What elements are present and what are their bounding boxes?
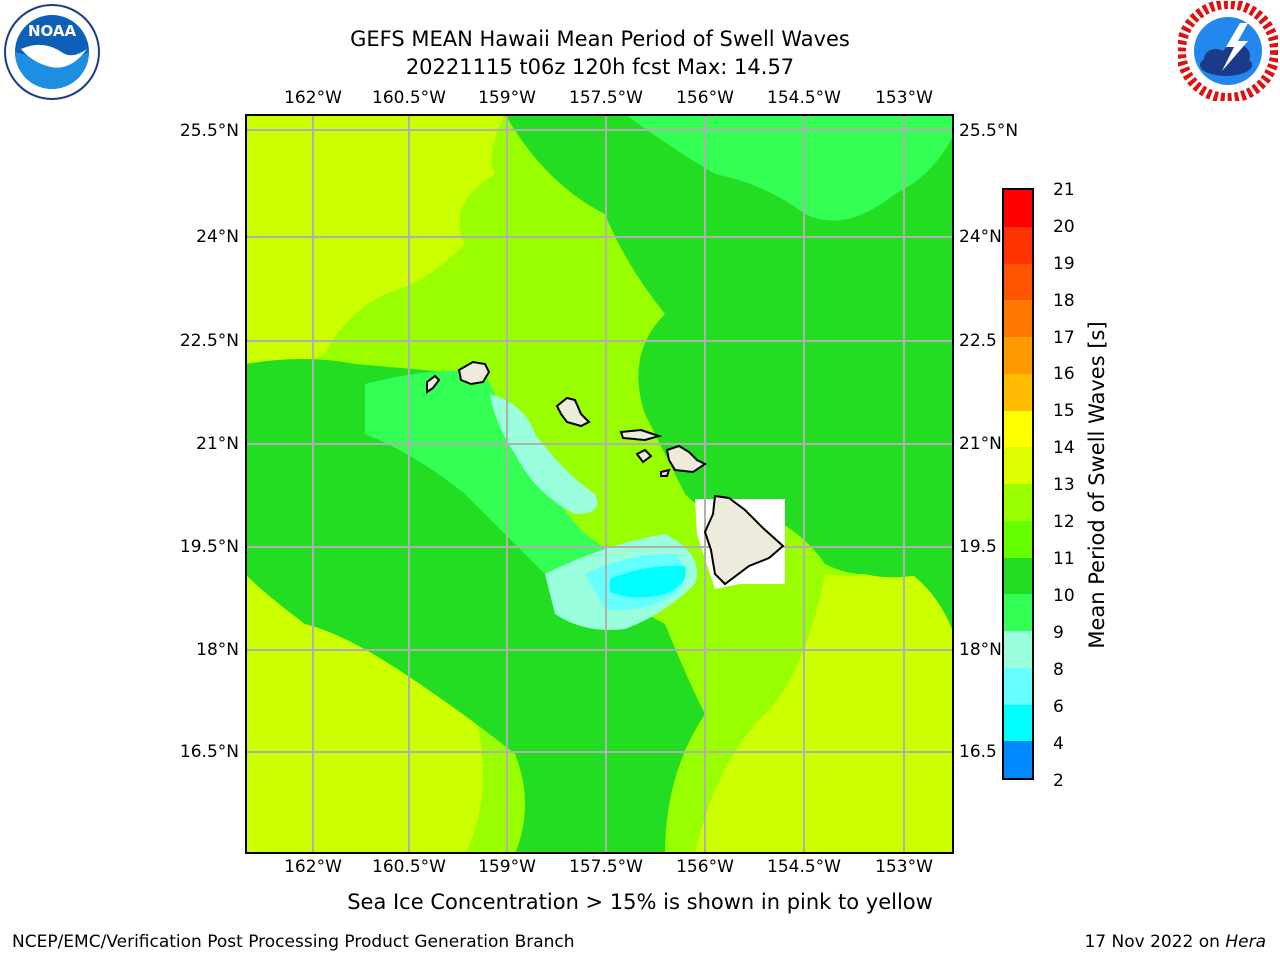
island-molokai <box>619 428 663 442</box>
island-maui <box>665 444 707 474</box>
island-kauai <box>457 360 491 386</box>
lat-tick-right: 24°N <box>959 227 1002 247</box>
lat-tick-right: 21°N <box>959 434 1002 454</box>
plot-title: GEFS MEAN Hawaii Mean Period of Swell Wa… <box>350 27 850 51</box>
colorbar-swatch <box>1004 557 1032 595</box>
island-kahoolawe <box>660 468 671 477</box>
colorbar-swatch <box>1004 594 1032 631</box>
swell-period-map <box>245 114 954 854</box>
graticule <box>245 114 954 854</box>
colorbar-swatch <box>1004 190 1032 227</box>
lon-tick-top: 160.5°W <box>372 88 446 108</box>
lon-tick-top: 159°W <box>478 88 536 108</box>
colorbar-swatch <box>1004 704 1032 742</box>
lon-tick-top: 157.5°W <box>569 88 643 108</box>
lon-tick-bottom: 156°W <box>676 857 734 877</box>
colorbar-swatch <box>1004 520 1032 558</box>
lat-tick-right: 25.5°N <box>959 121 1019 141</box>
lat-tick-left: 25.5°N <box>179 121 239 141</box>
colorbar-swatch <box>1004 667 1032 705</box>
lat-tick-left: 16.5°N <box>179 742 239 762</box>
colorbar-tick: 15 <box>1053 401 1075 421</box>
colorbar-tick: 16 <box>1053 364 1075 384</box>
nws-logo-icon <box>1176 0 1280 105</box>
field-9-10s <box>490 394 598 514</box>
colorbar-swatch <box>1004 226 1032 264</box>
lon-tick-bottom: 159°W <box>478 857 536 877</box>
field-11-12s <box>505 114 954 634</box>
colorbar-tick: 2 <box>1053 771 1064 791</box>
colorbar-tick: 18 <box>1053 291 1075 311</box>
lat-tick-left: 21°N <box>196 434 239 454</box>
lon-tick-bottom: 162°W <box>284 857 342 877</box>
plot-subtitle: 20221115 t06z 120h fcst Max: 14.57 <box>405 55 795 79</box>
colorbar-tick: 19 <box>1053 254 1075 274</box>
colorbar-tick: 11 <box>1053 549 1075 569</box>
lon-tick-top: 162°W <box>284 88 342 108</box>
lat-tick-right: 22.5 <box>959 331 997 351</box>
colorbar-tick: 17 <box>1053 328 1075 348</box>
lon-tick-top: 153°W <box>875 88 933 108</box>
colorbar-tick: 12 <box>1053 512 1075 532</box>
colorbar-label: Mean Period of Swell Waves [s] <box>1085 321 1109 649</box>
footer-host: Hera <box>1225 932 1266 952</box>
colorbar-swatch <box>1004 337 1032 374</box>
colorbar-swatch <box>1004 631 1032 668</box>
colorbar-tick: 9 <box>1053 623 1064 643</box>
noaa-logo-icon: NOAA <box>3 3 101 105</box>
colorbar-swatch <box>1004 263 1032 301</box>
lon-tick-bottom: 157.5°W <box>569 857 643 877</box>
colorbar-swatch <box>1004 741 1032 778</box>
island-oahu <box>555 396 591 428</box>
colorbar-swatch <box>1004 300 1032 337</box>
island-hawaii <box>703 494 785 586</box>
colorbar-swatch <box>1004 447 1032 484</box>
sea-ice-caption: Sea Ice Concentration > 15% is shown in … <box>347 890 933 914</box>
field-6-8s <box>610 565 686 598</box>
svg-text:NOAA: NOAA <box>28 22 77 40</box>
lat-tick-right: 19.5 <box>959 537 997 557</box>
colorbar-tick: 14 <box>1053 438 1075 458</box>
lat-tick-left: 19.5°N <box>179 537 239 557</box>
colorbar-tick: 20 <box>1053 217 1075 237</box>
map-frame <box>245 114 954 854</box>
lon-tick-bottom: 153°W <box>875 857 933 877</box>
lon-tick-bottom: 154.5°W <box>767 857 841 877</box>
lat-tick-right: 18°N <box>959 640 1002 660</box>
lon-tick-top: 154.5°W <box>767 88 841 108</box>
lat-tick-left: 18°N <box>196 640 239 660</box>
island-niihau <box>426 374 441 394</box>
lat-tick-left: 22.5°N <box>179 331 239 351</box>
hawaiian-islands <box>426 360 785 586</box>
footer-date-text: 17 Nov 2022 on <box>1084 932 1226 952</box>
colorbar-swatch <box>1004 410 1032 448</box>
island-lanai <box>635 448 653 464</box>
colorbar-tick: 21 <box>1053 180 1075 200</box>
colorbar <box>1002 188 1034 780</box>
field-10-11s <box>625 114 954 221</box>
colorbar-tick: 8 <box>1053 660 1064 680</box>
colorbar-swatch <box>1004 484 1032 521</box>
lat-tick-left: 24°N <box>196 227 239 247</box>
colorbar-tick: 4 <box>1053 734 1064 754</box>
footer-date: 17 Nov 2022 on Hera <box>1084 932 1266 952</box>
lat-tick-right: 16.5 <box>959 742 997 762</box>
field-13-14s-north <box>245 114 505 368</box>
colorbar-tick: 13 <box>1053 475 1075 495</box>
colorbar-tick: 6 <box>1053 697 1064 717</box>
colorbar-swatch <box>1004 373 1032 411</box>
lon-tick-bottom: 160.5°W <box>372 857 446 877</box>
lon-tick-top: 156°W <box>676 88 734 108</box>
colorbar-tick: 10 <box>1053 586 1075 606</box>
footer-credit: NCEP/EMC/Verification Post Processing Pr… <box>12 932 575 952</box>
